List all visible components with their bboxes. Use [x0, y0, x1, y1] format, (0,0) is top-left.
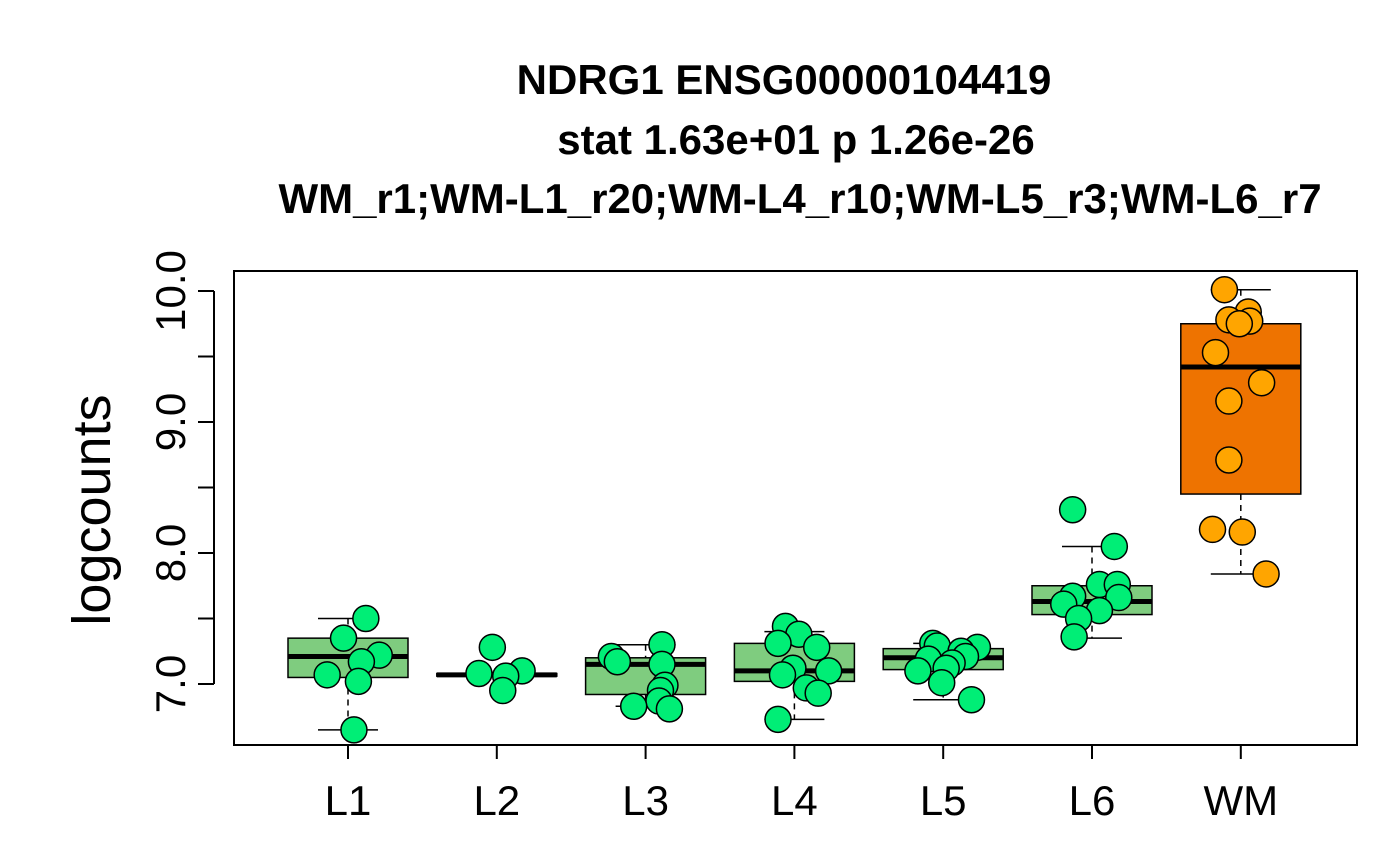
x-tick-label: L4	[771, 777, 818, 824]
data-point-l4	[764, 629, 792, 658]
y-tick-label: 10.0	[147, 250, 194, 332]
data-point-wm	[1252, 560, 1280, 588]
data-point-l3	[655, 695, 684, 723]
data-point-l4	[802, 633, 831, 662]
x-tick-label: L2	[473, 777, 520, 824]
data-point-l5	[927, 668, 956, 697]
data-point-wm	[1225, 310, 1254, 338]
data-point-l1	[340, 716, 368, 744]
data-point-wm	[1201, 338, 1230, 367]
data-point-wm	[1215, 387, 1243, 415]
title-line-1: NDRG1 ENSG00000104419	[517, 56, 1052, 103]
data-point-wm	[1247, 368, 1276, 397]
x-axis: L1 L2 L3 L4 L5 L6 WM	[325, 745, 1278, 824]
chart-title: NDRG1 ENSG00000104419 stat 1.63e+01 p 1.…	[278, 56, 1321, 222]
x-tick-label: L3	[622, 777, 669, 824]
box	[1180, 323, 1302, 495]
x-tick-label: L6	[1069, 777, 1116, 824]
data-point-l6	[1105, 583, 1133, 612]
data-point-l4	[804, 679, 832, 707]
plot-frame	[233, 270, 1358, 746]
data-point-l2	[465, 659, 493, 688]
data-point-l6	[1060, 623, 1088, 651]
data-point-l3	[603, 647, 632, 676]
data-point-l1	[329, 624, 358, 652]
title-line-2: stat 1.63e+01 p 1.26e-26	[557, 116, 1035, 163]
y-tick-label: 7.0	[147, 655, 194, 713]
data-point-l1	[344, 667, 373, 696]
x-tick-label: L5	[920, 777, 967, 824]
data-point-l6	[1058, 496, 1087, 524]
y-axis-label: logcounts	[62, 394, 122, 625]
data-point-l2	[489, 676, 517, 705]
x-tick-label: WM	[1203, 777, 1278, 824]
data-point-l5	[904, 657, 932, 685]
data-point-wm	[1210, 275, 1239, 304]
data-point-l1	[313, 661, 341, 689]
y-axis: 7.0 8.0 9.0 10.0	[147, 250, 215, 713]
data-point-l1	[352, 604, 380, 633]
data-point-l5	[957, 685, 986, 714]
data-point-l4	[814, 657, 843, 685]
y-tick-label: 9.0	[147, 393, 194, 451]
y-tick-label: 8.0	[147, 524, 194, 582]
data-point-l6	[1100, 532, 1129, 561]
title-line-3: WM_r1;WM-L1_r20;WM-L4_r10;WM-L5_r3;WM-L6…	[278, 175, 1321, 222]
data-point-wm	[1215, 446, 1243, 474]
data-points	[313, 275, 1280, 744]
data-point-wm	[1198, 515, 1227, 544]
data-point-wm	[1228, 518, 1257, 546]
data-point-l3	[619, 692, 648, 721]
data-point-l2	[478, 633, 507, 662]
data-point-l4	[764, 705, 792, 734]
data-point-l4	[768, 661, 797, 689]
x-tick-label: L1	[325, 777, 372, 824]
